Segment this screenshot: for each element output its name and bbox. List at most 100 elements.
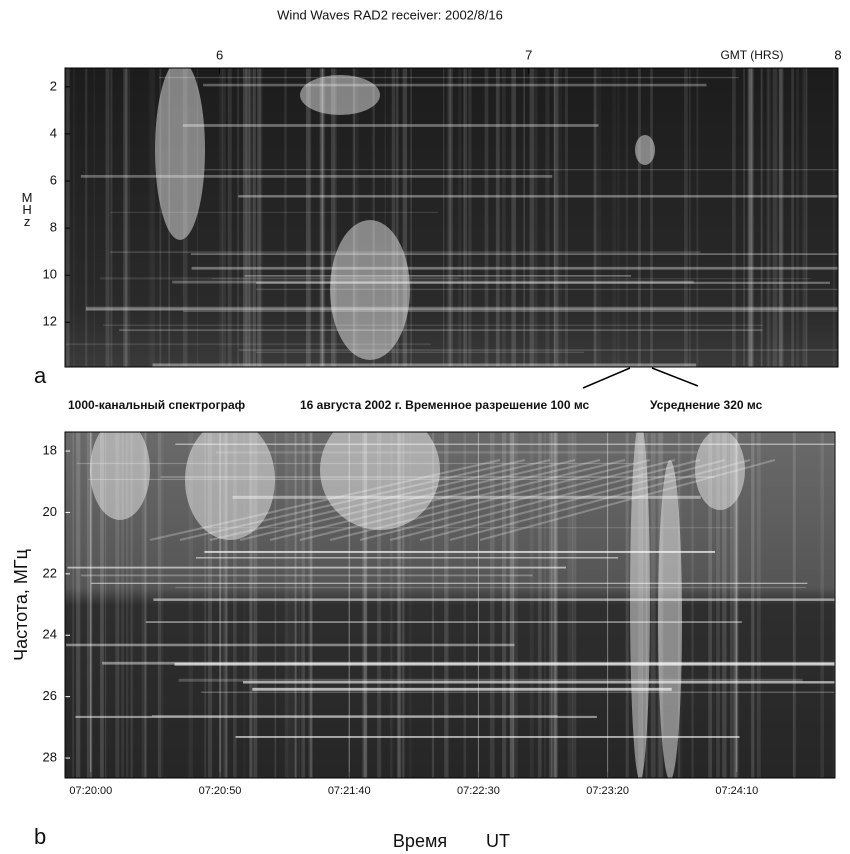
vertical-streak: [249, 432, 254, 778]
vertical-streak: [274, 432, 277, 778]
vertical-streak: [597, 68, 602, 367]
horizontal-streak: [153, 598, 835, 601]
horizontal-streak: [152, 363, 697, 367]
annotation: Усреднение 320 мс: [650, 398, 763, 412]
vertical-streak: [402, 68, 408, 367]
vertical-streak: [76, 432, 81, 778]
vertical-streak: [464, 68, 468, 367]
drift-streak: [359, 459, 676, 541]
vertical-streak: [86, 432, 92, 778]
horizontal-streak: [66, 643, 515, 647]
horizontal-streak: [238, 195, 838, 198]
vertical-streak: [403, 432, 405, 778]
vertical-streak: [532, 68, 538, 367]
vertical-streak: [227, 68, 232, 367]
vertical-streak: [253, 432, 258, 778]
vertical-streak: [696, 68, 699, 367]
vertical-streak: [544, 432, 546, 778]
vertical-streak: [708, 432, 713, 778]
horizontal-streak: [174, 662, 835, 666]
vertical-streak: [617, 68, 620, 367]
annotation: 1000-канальный спектрограф: [68, 398, 246, 412]
vertical-streak: [549, 432, 553, 778]
drift-streak: [299, 459, 626, 541]
horizontal-streak: [109, 251, 701, 253]
horizontal-streak: [100, 277, 459, 280]
horizontal-streak: [191, 266, 838, 270]
x-tick-label: 07:23:20: [586, 785, 629, 797]
vertical-streak: [593, 68, 597, 367]
horizontal-streak: [235, 736, 740, 738]
horizontal-streak: [238, 349, 838, 351]
vertical-streak: [772, 68, 778, 367]
bright-burst: [320, 432, 440, 530]
vertical-streak: [529, 68, 534, 367]
x-tick-label: 07:21:40: [328, 785, 371, 797]
vertical-streak: [397, 432, 402, 778]
horizontal-streak: [102, 661, 835, 665]
bright-burst: [155, 68, 205, 240]
x-tick-label: 07:20:50: [199, 785, 242, 797]
x-tick-label: 8: [834, 47, 841, 62]
vertical-streak: [638, 432, 643, 778]
vertical-streak: [689, 68, 691, 367]
vertical-streak: [130, 432, 133, 778]
spectrogram-texture: [66, 432, 835, 778]
horizontal-streak: [201, 691, 835, 693]
y-axis-label: MHz: [20, 190, 35, 226]
horizontal-streak: [175, 586, 806, 589]
vertical-streak: [94, 68, 96, 367]
vertical-streak: [121, 432, 124, 778]
drift-streak: [209, 459, 551, 541]
vertical-streak: [308, 68, 309, 367]
drift-streak: [449, 459, 751, 541]
horizontal-streak: [65, 343, 432, 346]
vertical-streak: [458, 68, 461, 367]
vertical-streak: [463, 432, 467, 778]
horizontal-streak: [75, 715, 597, 719]
x-tick-label: 7: [525, 47, 532, 62]
vertical-streak: [431, 432, 435, 778]
horizontal-streak: [252, 687, 672, 691]
vertical-streak: [625, 432, 629, 778]
vertical-streak: [308, 432, 312, 778]
vertical-streak: [362, 432, 366, 778]
vertical-streak: [233, 432, 237, 778]
horizontal-streak: [103, 324, 763, 326]
vertical-streak: [650, 432, 656, 778]
vertical-streak: [501, 68, 506, 367]
vertical-streak: [732, 432, 737, 778]
vertical-streak: [364, 432, 368, 778]
x-tick-label: 07:22:30: [457, 785, 500, 797]
vertical-streak: [372, 68, 375, 367]
vertical-streak: [207, 432, 213, 778]
horizontal-streak: [203, 83, 707, 87]
vertical-streak: [182, 68, 188, 367]
vertical-streak: [444, 432, 449, 778]
drift-streak: [329, 459, 651, 541]
vertical-streak: [495, 68, 500, 367]
vertical-streak: [396, 432, 401, 778]
y-tick-label: 12: [43, 314, 57, 329]
vertical-streak: [320, 68, 324, 367]
horizontal-streak: [80, 574, 533, 577]
vertical-streak: [249, 68, 254, 367]
y-tick-label: 24: [43, 627, 57, 642]
vertical-streak: [567, 432, 573, 778]
bright-burst: [695, 432, 745, 510]
vertical-streak: [157, 432, 162, 778]
vertical-streak: [225, 432, 228, 778]
panel-label: b: [34, 824, 46, 849]
bright-burst: [635, 135, 655, 165]
vertical-streak: [468, 68, 472, 367]
vertical-streak: [511, 68, 517, 367]
chart-title: Wind Waves RAD2 receiver: 2002/8/16: [277, 7, 503, 22]
vertical-streak: [410, 68, 412, 367]
vertical-streak: [796, 68, 800, 367]
vertical-streak: [168, 68, 171, 367]
vertical-streak: [363, 432, 368, 778]
vertical-streak: [750, 68, 754, 367]
panel-label: a: [34, 363, 47, 388]
vertical-streak: [144, 432, 147, 778]
